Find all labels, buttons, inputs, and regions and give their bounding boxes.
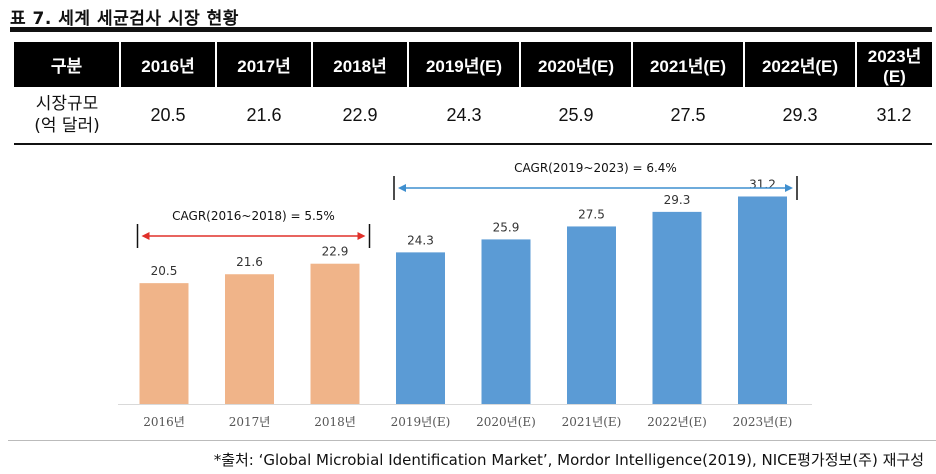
bottom-rule [8, 440, 936, 441]
table-header-year: 2016년 [119, 42, 216, 87]
table-row-label: 시장규모 (억 달러) [14, 87, 120, 145]
x-tick-label: 2020년(E) [476, 415, 536, 429]
x-tick-label: 2021년(E) [562, 415, 622, 429]
source-note: *출처: ‘Global Microbial Identification Ma… [213, 451, 924, 469]
bar [310, 263, 360, 404]
row-label-line1: 시장규모 [35, 94, 99, 114]
table-cell-value: 20.5 [120, 87, 216, 145]
bar [567, 226, 616, 404]
table-header-label: 구분 [14, 42, 120, 87]
bar-value-label: 24.3 [407, 233, 434, 247]
row-label-line2: (억 달러) [34, 116, 100, 136]
x-tick-label: 2019년(E) [391, 415, 451, 429]
market-size-table: 구분 2016년 2017년 2018년 2019년(E) 2020년(E) 2… [14, 42, 932, 145]
table-title: 표 7. 세계 세균검사 시장 현황 [10, 9, 239, 29]
annotation-arrowhead [398, 184, 406, 192]
table-cell-value: 31.2 [856, 87, 932, 145]
table-cell-value: 22.9 [312, 87, 408, 145]
bar [396, 252, 445, 404]
table-header-year: 2018년 [311, 42, 408, 87]
x-tick-label: 2022년(E) [647, 415, 707, 429]
bar-value-label: 31.2 [749, 177, 776, 191]
table-cell-value: 27.5 [632, 87, 744, 145]
x-tick-label: 2023년(E) [733, 415, 793, 429]
bar [738, 196, 787, 404]
table-header-year: 2022년(E) [743, 42, 856, 87]
annotation-label: CAGR(2016~2018) = 5.5% [172, 209, 335, 223]
bar-value-label: 27.5 [578, 207, 605, 221]
annotation-arrowhead [141, 232, 150, 240]
annotation-label: CAGR(2019~2023) = 6.4% [514, 161, 677, 175]
table-header-row: 구분 2016년 2017년 2018년 2019년(E) 2020년(E) 2… [14, 42, 932, 87]
x-tick-label: 2017년 [229, 415, 271, 429]
bar-value-label: 21.6 [236, 255, 263, 269]
table-cell-value: 29.3 [744, 87, 856, 145]
bar [225, 274, 274, 404]
title-rule [10, 27, 932, 32]
x-tick-label: 2018년 [314, 415, 356, 429]
table-cell-value: 21.6 [216, 87, 312, 145]
table-cell-value: 25.9 [520, 87, 632, 145]
bar [652, 211, 702, 404]
annotation-arrowhead [357, 232, 366, 240]
bar-value-label: 20.5 [151, 264, 178, 278]
table-header-year: 2021년(E) [631, 42, 744, 87]
bar [481, 239, 531, 404]
bar-value-label: 29.3 [664, 193, 691, 207]
table-header-year: 2020년(E) [519, 42, 632, 87]
bar-value-label: 25.9 [493, 220, 520, 234]
bar-value-label: 22.9 [322, 245, 349, 259]
table-header-year: 2017년 [215, 42, 312, 87]
bar [139, 283, 189, 404]
x-tick-label: 2016년 [143, 415, 185, 429]
annotation-arrowhead [785, 184, 793, 192]
table-header-year: 2023년(E) [855, 42, 932, 87]
table-header-year: 2019년(E) [407, 42, 520, 87]
table-row: 시장규모 (억 달러) 20.5 21.6 22.9 24.3 25.9 27.… [14, 87, 932, 145]
table-cell-value: 24.3 [408, 87, 520, 145]
